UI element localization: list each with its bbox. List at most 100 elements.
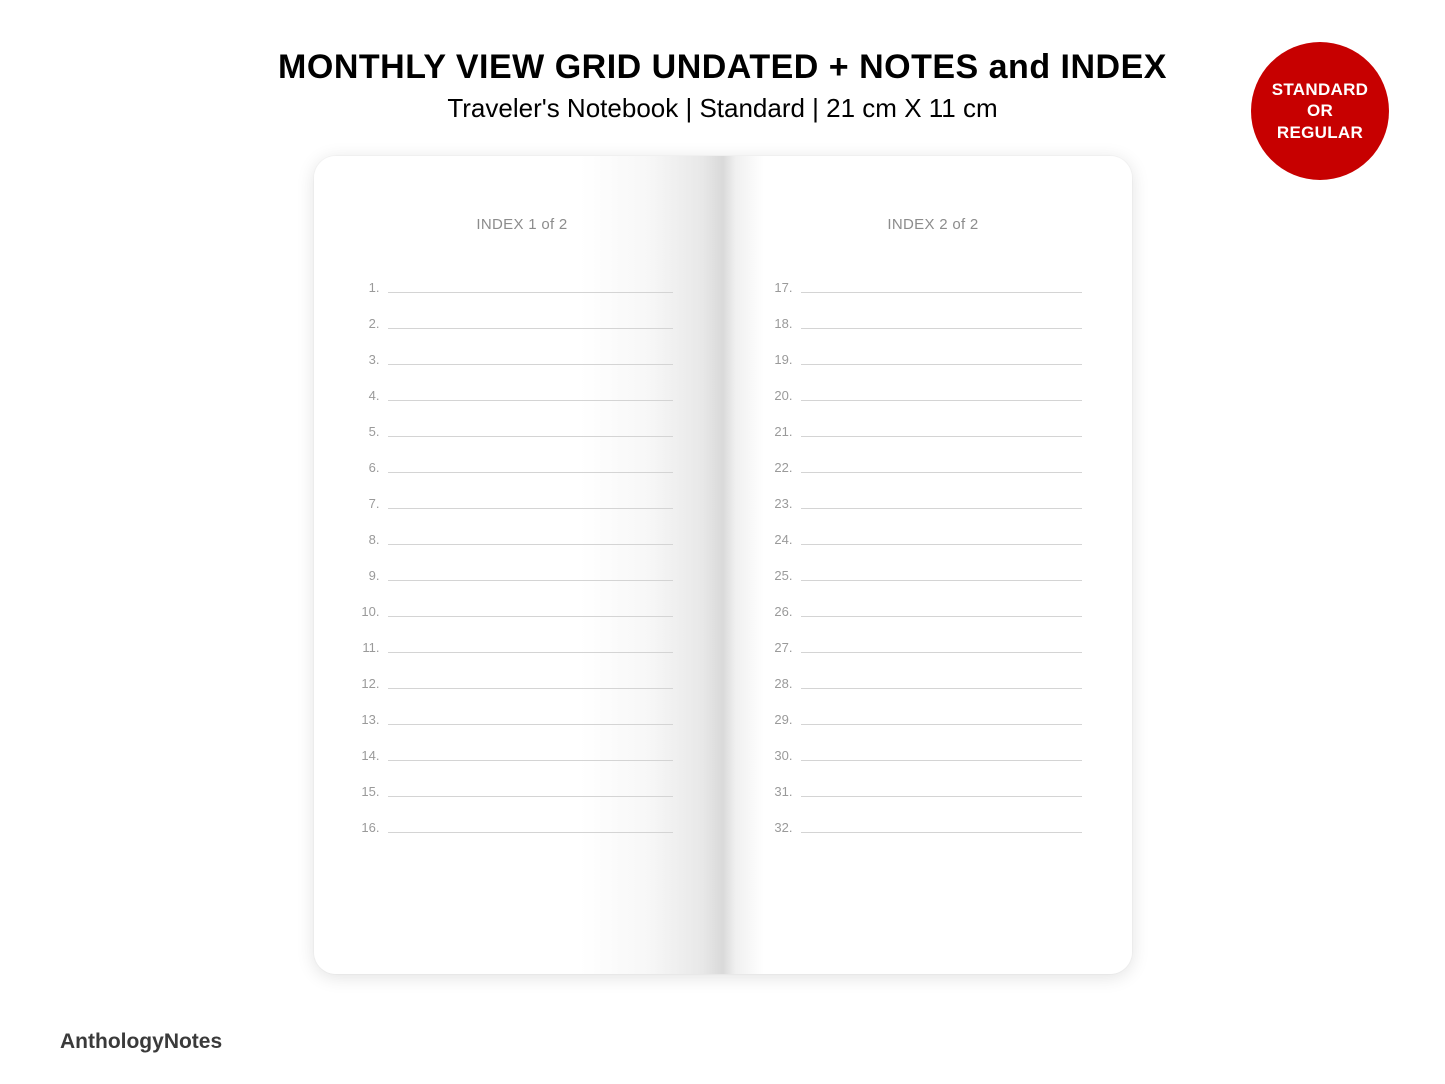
index-number: 29. [771, 712, 801, 731]
index-line [388, 400, 673, 401]
right-page-title: INDEX 2 of 2 [771, 216, 1096, 233]
index-row: 10. [358, 587, 687, 623]
index-row: 2. [358, 299, 687, 335]
left-page-title: INDEX 1 of 2 [358, 216, 687, 233]
index-line [388, 832, 673, 833]
left-index-list: 1.2.3. 4. 5. 6. 7. 8. 9.10. 11. 12. 13.14. 15. 16. [358, 263, 687, 839]
right-page: INDEX 2 of 2 17. 18. 19. 20.21. 22. 23. 24. 25.… [723, 156, 1132, 974]
index-row: 24. [771, 515, 1096, 551]
index-row: 1. [358, 263, 687, 299]
index-number: 16. [358, 820, 388, 839]
size-badge: STANDARD OR REGULAR [1251, 42, 1389, 180]
index-line [801, 292, 1082, 293]
index-row: 5. [358, 407, 687, 443]
index-number: 11. [358, 640, 388, 659]
index-number: 1. [358, 280, 388, 299]
index-row: 22. [771, 443, 1096, 479]
index-row: 4. [358, 371, 687, 407]
index-line [388, 652, 673, 653]
index-row: 16. [358, 803, 687, 839]
index-line [801, 760, 1082, 761]
index-number: 28. [771, 676, 801, 695]
index-row: 32. [771, 803, 1096, 839]
index-number: 17. [771, 280, 801, 299]
index-row: 12. [358, 659, 687, 695]
index-number: 25. [771, 568, 801, 587]
index-line [388, 796, 673, 797]
index-line [388, 508, 673, 509]
index-number: 27. [771, 640, 801, 659]
right-index-list: 17. 18. 19. 20.21. 22. 23. 24. 25. 26. 27. 28. 29. 3… [771, 263, 1096, 839]
left-page: INDEX 1 of 2 1.2.3. 4. 5. 6. 7. 8. 9.10. 11. 12.… [314, 156, 723, 974]
index-line [801, 688, 1082, 689]
index-number: 6. [358, 460, 388, 479]
index-line [388, 724, 673, 725]
index-row: 18. [771, 299, 1096, 335]
index-line [801, 400, 1082, 401]
index-line [388, 328, 673, 329]
index-row: 26. [771, 587, 1096, 623]
index-row: 19. [771, 335, 1096, 371]
page-subtitle: Traveler's Notebook | Standard | 21 cm X… [0, 93, 1445, 124]
index-number: 15. [358, 784, 388, 803]
index-line [388, 436, 673, 437]
index-line [388, 292, 673, 293]
index-number: 12. [358, 676, 388, 695]
index-number: 32. [771, 820, 801, 839]
index-row: 17. [771, 263, 1096, 299]
index-row: 14. [358, 731, 687, 767]
index-number: 9. [358, 568, 388, 587]
header: MONTHLY VIEW GRID UNDATED + NOTES and IN… [0, 0, 1445, 124]
badge-line1: STANDARD [1272, 79, 1369, 100]
brand-part2: Notes [164, 1030, 222, 1053]
index-number: 19. [771, 352, 801, 371]
index-row: 21. [771, 407, 1096, 443]
brand-label: AnthologyNotes [60, 1030, 222, 1054]
index-number: 5. [358, 424, 388, 443]
index-line [388, 364, 673, 365]
index-row: 11. [358, 623, 687, 659]
index-line [801, 724, 1082, 725]
index-row: 30. [771, 731, 1096, 767]
index-line [801, 616, 1082, 617]
index-line [801, 796, 1082, 797]
index-number: 26. [771, 604, 801, 623]
index-line [801, 544, 1082, 545]
index-number: 30. [771, 748, 801, 767]
index-line [388, 688, 673, 689]
index-line [388, 472, 673, 473]
index-row: 15. [358, 767, 687, 803]
index-row: 6. [358, 443, 687, 479]
index-number: 31. [771, 784, 801, 803]
index-row: 29. [771, 695, 1096, 731]
index-number: 22. [771, 460, 801, 479]
index-row: 13. [358, 695, 687, 731]
index-number: 20. [771, 388, 801, 407]
index-row: 28. [771, 659, 1096, 695]
index-line [801, 508, 1082, 509]
index-line [801, 364, 1082, 365]
index-number: 4. [358, 388, 388, 407]
notebook-spread: INDEX 1 of 2 1.2.3. 4. 5. 6. 7. 8. 9.10. 11. 12.… [314, 156, 1132, 974]
index-line [801, 832, 1082, 833]
index-line [801, 652, 1082, 653]
index-number: 7. [358, 496, 388, 515]
index-row: 27. [771, 623, 1096, 659]
index-row: 3. [358, 335, 687, 371]
index-line [388, 760, 673, 761]
index-row: 9. [358, 551, 687, 587]
index-line [801, 436, 1082, 437]
badge-line3: REGULAR [1277, 122, 1363, 143]
index-line [388, 580, 673, 581]
index-line [801, 328, 1082, 329]
index-row: 25. [771, 551, 1096, 587]
index-line [388, 616, 673, 617]
index-row: 7. [358, 479, 687, 515]
badge-line2: OR [1307, 100, 1333, 121]
brand-part1: Anthology [60, 1030, 164, 1053]
index-number: 23. [771, 496, 801, 515]
index-number: 13. [358, 712, 388, 731]
index-number: 8. [358, 532, 388, 551]
index-number: 24. [771, 532, 801, 551]
index-number: 18. [771, 316, 801, 335]
